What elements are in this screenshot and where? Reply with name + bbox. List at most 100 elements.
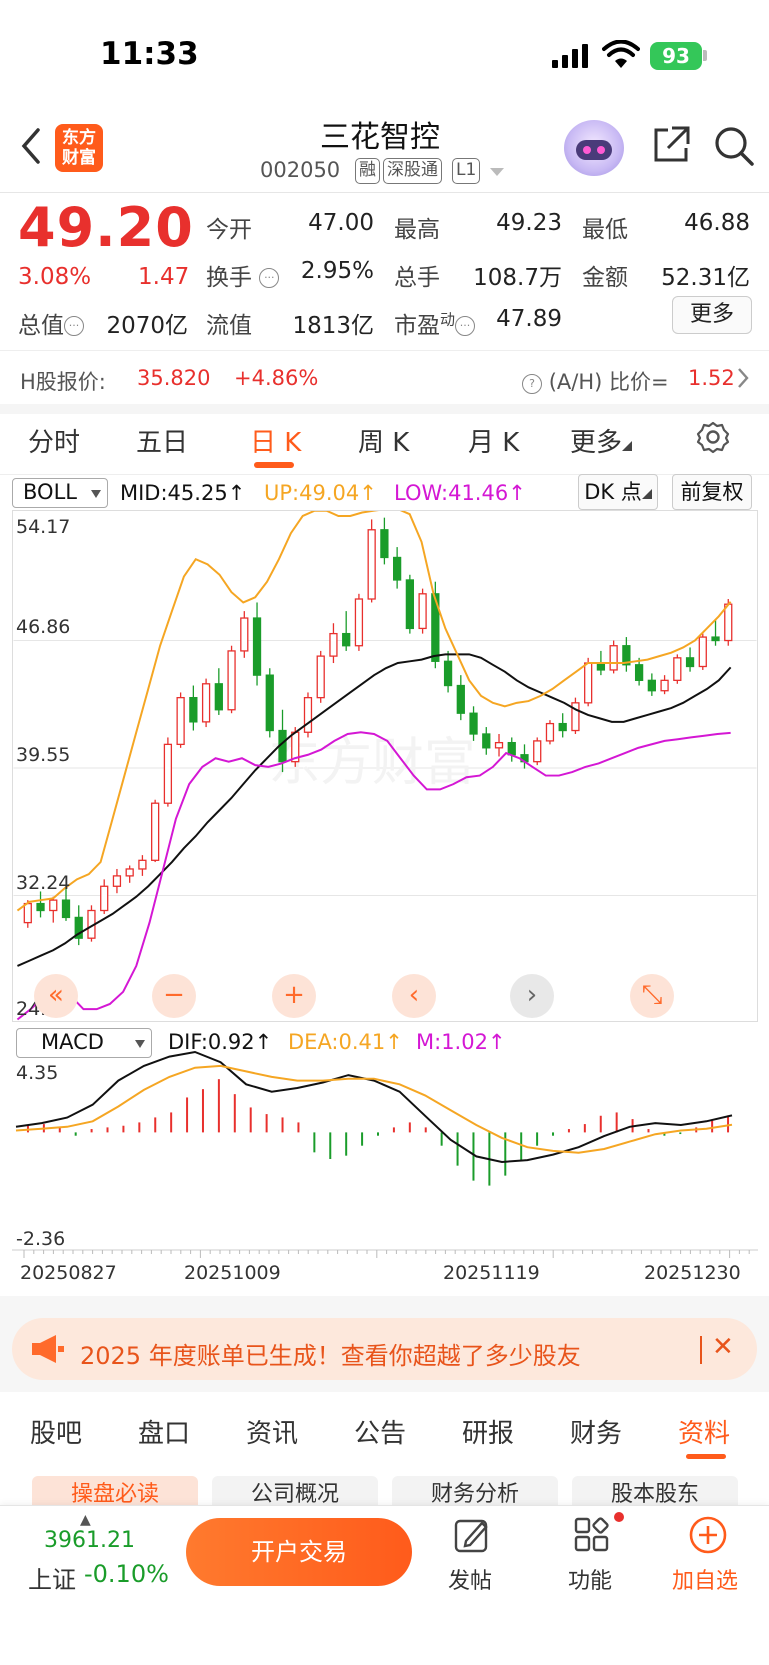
stock-code: 002050: [260, 158, 341, 182]
chevron-right-icon[interactable]: [736, 366, 750, 390]
candle-body: [545, 722, 555, 742]
indicator-select-macd[interactable]: MACD: [16, 1028, 152, 1058]
tab-more[interactable]: 更多: [570, 422, 633, 459]
trade-button[interactable]: 开户交易: [186, 1518, 412, 1586]
question-icon[interactable]: ?: [522, 374, 542, 394]
y-tick: 39.55: [16, 744, 71, 766]
tab-monthly-k[interactable]: 月 K: [468, 428, 520, 458]
candle-body: [240, 617, 249, 652]
tab-news[interactable]: 资讯: [246, 1419, 299, 1449]
candle-body: [201, 683, 211, 723]
divider: [0, 350, 769, 351]
candle-body: [596, 662, 606, 671]
high-label: 最高: [394, 217, 440, 243]
tab-finance[interactable]: 财务: [570, 1419, 623, 1449]
candle-body: [176, 696, 185, 746]
battery-level: 93: [662, 44, 690, 68]
candle-body: [584, 662, 593, 704]
macd-m-arrow-icon: ↑: [487, 1030, 506, 1054]
candle-body: [724, 603, 733, 642]
tab-weekly-k[interactable]: 周 K: [358, 428, 410, 458]
add-watchlist-icon[interactable]: [688, 1515, 728, 1555]
info-icon[interactable]: ···: [64, 316, 84, 336]
candle-body: [405, 579, 415, 630]
functions-label[interactable]: 功能: [568, 1569, 613, 1594]
info-icon[interactable]: ···: [259, 268, 280, 288]
scroll-left-button[interactable]: ‹: [392, 974, 436, 1018]
tab-5day[interactable]: 五日: [136, 428, 189, 458]
y-tick: 46.86: [16, 616, 71, 638]
zoom-out-button[interactable]: −: [152, 974, 196, 1018]
float-value: 1813亿: [292, 313, 374, 339]
tab-forum[interactable]: 股吧: [30, 1419, 83, 1449]
tab-announcements[interactable]: 公告: [354, 1419, 407, 1449]
turnover-label[interactable]: 换手 ···: [206, 258, 280, 292]
amount-label: 金额: [582, 265, 628, 291]
tag-margin: 融: [355, 158, 380, 184]
post-icon[interactable]: [452, 1515, 492, 1555]
gear-icon[interactable]: [696, 420, 730, 454]
subtab-company[interactable]: 公司概况: [212, 1476, 378, 1506]
x-date: 20251230: [644, 1262, 741, 1284]
ai-assistant-avatar[interactable]: [564, 120, 624, 176]
boll-mid-text: MID:45.25: [120, 481, 228, 505]
hshare-price: 35.820: [137, 366, 211, 390]
candle-body: [609, 645, 618, 671]
mktcap-label[interactable]: 总值 ···: [18, 306, 84, 340]
x-date: 20250827: [20, 1262, 117, 1284]
subtab-must-read[interactable]: 操盘必读: [32, 1476, 198, 1506]
index-change[interactable]: -0.10%: [84, 1560, 169, 1588]
functions-icon[interactable]: [572, 1515, 612, 1555]
zoom-in-button[interactable]: +: [272, 974, 316, 1018]
code-dropdown-icon[interactable]: [490, 168, 504, 176]
close-icon[interactable]: ✕: [712, 1332, 734, 1362]
header-divider: [0, 192, 769, 193]
tab-daily-k[interactable]: 日 K: [250, 428, 302, 458]
share-icon[interactable]: [650, 124, 692, 166]
index-name[interactable]: 上证: [28, 1566, 76, 1594]
candle-body: [494, 741, 504, 749]
candle-body: [61, 899, 71, 919]
macd-chart[interactable]: [12, 1048, 758, 1260]
corner-triangle-icon: [622, 441, 633, 451]
subtab-shareholders[interactable]: 股本股东: [572, 1476, 738, 1506]
subtab-fin-analysis[interactable]: 财务分析: [392, 1476, 558, 1506]
volume-label: 总手: [394, 265, 440, 291]
annual-bill-banner[interactable]: [12, 1318, 757, 1380]
more-button[interactable]: 更多: [672, 296, 752, 334]
macd-dif-text: DIF:0.92: [168, 1030, 255, 1054]
info-icon[interactable]: ···: [455, 316, 476, 336]
scroll-right-button[interactable]: ›: [510, 974, 554, 1018]
tab-intraday[interactable]: 分时: [28, 428, 81, 458]
adjust-button[interactable]: 前复权: [672, 474, 752, 510]
banner-text[interactable]: 2025 年度账单已生成！查看你超越了多少股友: [80, 1342, 581, 1370]
kline-chart[interactable]: 东方财富: [12, 510, 758, 1022]
pe-label[interactable]: 市盈动 ···: [394, 306, 476, 340]
macd-dea: DEA:0.41↑: [288, 1030, 403, 1054]
dk-point-label: DK 点: [584, 480, 642, 504]
candles: [23, 517, 733, 946]
caret-up-icon: ▲: [80, 1512, 91, 1528]
search-icon[interactable]: [712, 124, 756, 168]
candle-body: [303, 696, 313, 733]
macd-y-tick: -2.36: [16, 1228, 66, 1250]
tab-research[interactable]: 研报: [462, 1419, 515, 1449]
boll-mid-line: [17, 653, 732, 967]
last-price: 49.20: [18, 196, 194, 259]
macd-y-tick: 4.35: [16, 1062, 59, 1084]
back-icon[interactable]: [18, 126, 44, 166]
indicator-select-boll[interactable]: BOLL: [12, 478, 108, 508]
dk-point-button[interactable]: DK 点: [578, 474, 658, 510]
scroll-start-button[interactable]: «: [34, 974, 78, 1018]
tab-profile[interactable]: 资料: [678, 1419, 731, 1449]
fullscreen-button[interactable]: ⤡: [630, 974, 674, 1018]
tab-orderbook[interactable]: 盘口: [138, 1419, 191, 1449]
ah-ratio-label[interactable]: ? (A/H) 比价=: [522, 366, 669, 396]
post-label[interactable]: 发帖: [448, 1569, 493, 1594]
index-value[interactable]: 3961.21: [44, 1528, 135, 1553]
turnover-label-text: 换手: [206, 265, 252, 291]
candle-body: [634, 664, 644, 681]
tag-level: L1: [452, 158, 481, 184]
megaphone-icon: [32, 1335, 64, 1363]
add-watchlist-label[interactable]: 加自选: [672, 1569, 739, 1594]
